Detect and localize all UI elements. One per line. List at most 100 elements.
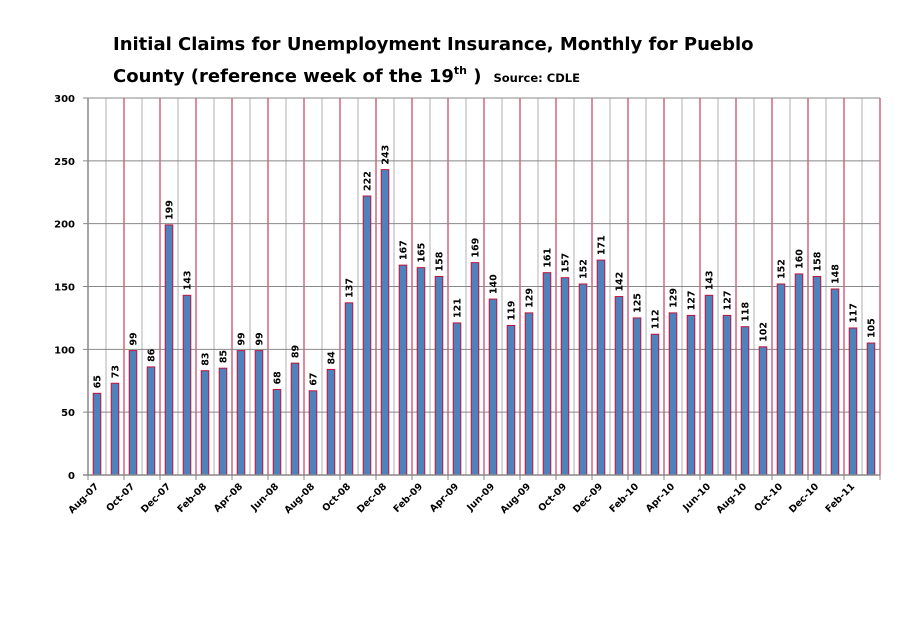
bar <box>776 283 786 476</box>
bar <box>560 277 570 476</box>
data-label: 148 <box>831 264 842 284</box>
bar <box>470 262 480 476</box>
data-label: 140 <box>489 274 500 294</box>
data-label: 169 <box>471 238 482 258</box>
data-label: 125 <box>633 293 644 313</box>
chart-title-line1: Initial Claims for Unemployment Insuranc… <box>113 34 754 55</box>
bar <box>650 333 660 476</box>
data-label: 121 <box>453 298 464 318</box>
x-tick-label: Feb-10 <box>608 481 642 515</box>
chart-title-line2-text: County (reference week of the 19 <box>113 66 454 87</box>
data-label: 84 <box>327 351 338 365</box>
x-tick-label: Aug-10 <box>714 481 749 516</box>
data-label: 199 <box>165 200 176 220</box>
y-tick-label: 250 <box>54 157 75 168</box>
x-tick-label: Dec-10 <box>787 481 821 515</box>
data-label: 119 <box>507 301 518 321</box>
x-tick-label: Jun-09 <box>464 481 497 514</box>
bar <box>758 346 768 476</box>
bar <box>290 362 300 476</box>
x-tick-label: Oct-10 <box>752 481 785 514</box>
bar <box>182 294 192 476</box>
bar <box>722 314 732 476</box>
x-tick-label: Apr-10 <box>644 481 678 515</box>
data-label: 85 <box>219 350 230 363</box>
x-tick-label: Oct-08 <box>320 481 353 514</box>
y-tick-label: 200 <box>54 220 75 231</box>
data-label: 142 <box>615 272 626 292</box>
data-label: 102 <box>759 322 770 342</box>
data-label: 89 <box>291 345 302 358</box>
data-label: 68 <box>273 371 284 385</box>
bar <box>380 169 390 476</box>
data-label: 157 <box>561 253 572 273</box>
bar <box>668 312 678 476</box>
bar <box>812 275 822 476</box>
bar <box>596 259 606 476</box>
data-label: 222 <box>363 171 374 191</box>
data-label: 65 <box>93 375 104 388</box>
data-label: 243 <box>381 145 392 165</box>
data-label: 99 <box>129 332 140 345</box>
bar <box>128 350 138 476</box>
bar <box>524 312 534 476</box>
data-label: 165 <box>417 243 428 263</box>
bar <box>92 392 102 476</box>
data-label: 83 <box>201 352 212 365</box>
data-label: 152 <box>579 259 590 279</box>
data-label: 99 <box>237 332 248 345</box>
bar <box>578 283 588 476</box>
data-label: 137 <box>345 278 356 298</box>
y-tick-label: 100 <box>54 345 75 356</box>
bar <box>794 273 804 476</box>
bar <box>830 288 840 476</box>
data-label: 171 <box>597 235 608 255</box>
data-label: 73 <box>111 365 122 378</box>
bar <box>164 224 174 476</box>
data-label: 158 <box>813 251 824 271</box>
x-tick-label: Jun-08 <box>248 481 281 514</box>
axes <box>83 98 880 476</box>
data-label: 160 <box>795 249 806 269</box>
x-tick-label: Apr-08 <box>212 481 246 515</box>
x-tick-label: Oct-09 <box>536 481 569 514</box>
x-tick-label: Aug-08 <box>282 481 317 516</box>
bar <box>848 327 858 476</box>
bar <box>326 368 336 476</box>
bar <box>452 322 462 476</box>
bar <box>488 298 498 476</box>
bar <box>398 264 408 476</box>
bar <box>236 350 246 476</box>
bar <box>866 342 876 476</box>
bar <box>740 326 750 476</box>
bar <box>308 390 318 476</box>
x-tick-label: Oct-07 <box>104 481 137 514</box>
data-label: 129 <box>525 288 536 308</box>
bar <box>254 350 264 476</box>
bar <box>218 367 228 476</box>
data-label: 158 <box>435 251 446 271</box>
data-label: 99 <box>255 332 266 345</box>
x-tick-label: Apr-09 <box>428 481 461 514</box>
x-tick-label: Dec-09 <box>571 481 605 515</box>
chart-title-superscript: th <box>454 64 467 77</box>
bar <box>416 267 426 476</box>
x-tick-label: Feb-11 <box>824 481 858 515</box>
data-labels: 65 73 99 86 199 143 83 85 99 99 68 89 67 84 137 222 243 1… <box>93 145 878 389</box>
chart-source: Source: CDLE <box>494 71 581 85</box>
y-tick-label: 0 <box>68 471 75 482</box>
data-label: 143 <box>705 270 716 290</box>
x-tick-label: Dec-07 <box>139 481 173 515</box>
data-label: 143 <box>183 270 194 290</box>
x-tick-label: Aug-07 <box>66 481 101 516</box>
data-label: 105 <box>867 318 878 338</box>
bar <box>362 195 372 476</box>
bar <box>506 324 516 476</box>
data-label: 67 <box>309 373 320 386</box>
data-label: 127 <box>687 291 698 311</box>
bar <box>110 382 120 476</box>
data-label: 112 <box>651 309 662 329</box>
data-label: 152 <box>777 259 788 279</box>
bar <box>344 302 354 476</box>
